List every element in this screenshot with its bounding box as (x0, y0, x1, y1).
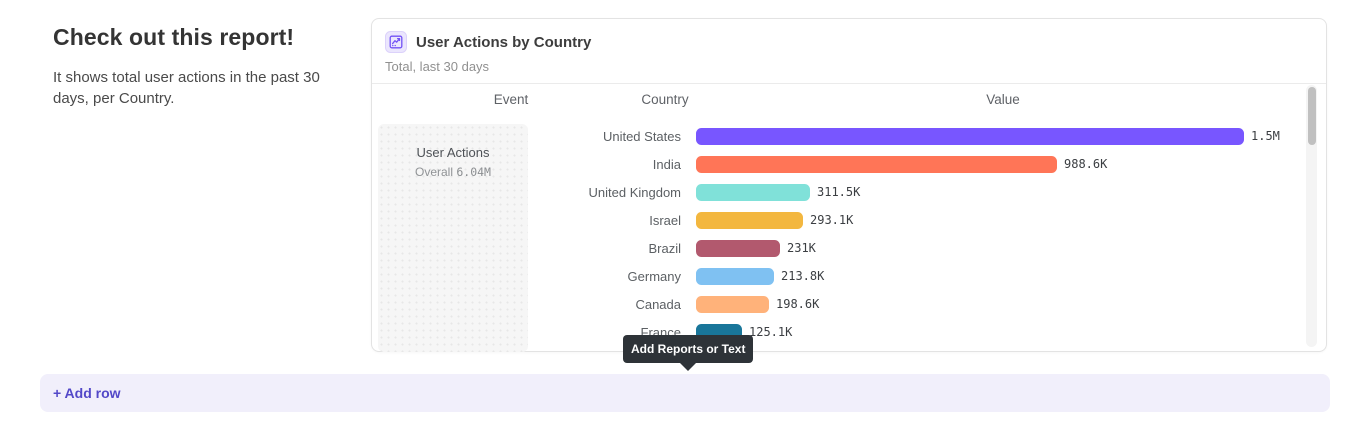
bar[interactable] (696, 267, 774, 285)
report-title: User Actions by Country (416, 33, 592, 51)
bar[interactable] (696, 183, 810, 201)
report-subtitle: Total, last 30 days (385, 59, 490, 74)
chart-row: France 125.1K (372, 318, 1326, 346)
header-divider (372, 83, 1326, 84)
tooltip-text: Add Reports or Text (631, 342, 746, 356)
value-label: 311.5K (817, 185, 861, 199)
bar-chart: United States 1.5M India 988.6K United Kingd… (372, 122, 1326, 346)
page-description: It shows total user actions in the past … (53, 69, 320, 107)
chart-row: Canada 198.6K (372, 290, 1326, 318)
insights-chart-icon (385, 31, 407, 53)
bar[interactable] (696, 239, 780, 257)
event-cell[interactable]: User Actions Overall 6.04M (378, 124, 528, 352)
value-label: 1.5M (1251, 129, 1280, 143)
page-title: Check out this report! (53, 24, 295, 50)
chart-row: Brazil 231K (372, 234, 1326, 262)
column-header-value: Value (986, 92, 1020, 107)
chart-row: United States 1.5M (372, 122, 1326, 150)
chart-row: India 988.6K (372, 150, 1326, 178)
bar[interactable] (696, 155, 1057, 173)
value-label: 125.1K (749, 325, 793, 339)
chart-row: Germany 213.8K (372, 262, 1326, 290)
country-label: Brazil (648, 240, 681, 256)
add-reports-tooltip: Add Reports or Text (623, 335, 754, 371)
event-overall-value: 6.04M (456, 165, 491, 179)
add-row-button[interactable]: + Add row (40, 374, 1330, 412)
chart-row: United Kingdom 311.5K (372, 178, 1326, 206)
scrollbar-thumb[interactable] (1307, 87, 1316, 145)
event-overall-label: Overall (415, 165, 454, 179)
report-card[interactable]: User Actions by Country Total, last 30 d… (371, 18, 1327, 352)
event-overall: Overall 6.04M (378, 165, 528, 179)
column-header-event: Event (493, 92, 529, 107)
column-header-country: Country (641, 92, 689, 107)
chart-row: Israel 293.1K (372, 206, 1326, 234)
value-label: 198.6K (776, 297, 820, 311)
intro-panel: Check out this report! It shows total us… (53, 24, 323, 109)
value-label: 988.6K (1064, 157, 1108, 171)
country-label: United States (602, 128, 681, 144)
bar[interactable] (696, 127, 1244, 145)
bar[interactable] (696, 211, 803, 229)
scrollbar-track[interactable] (1306, 85, 1317, 347)
value-label: 213.8K (781, 269, 825, 283)
value-label: 231K (787, 241, 816, 255)
country-label: United Kingdom (588, 184, 682, 200)
tooltip-caret-icon (680, 363, 697, 371)
report-card-header: User Actions by Country Total, last 30 d… (385, 31, 591, 74)
bar[interactable] (696, 295, 769, 313)
add-row-label: + Add row (53, 385, 121, 401)
country-label: Canada (635, 296, 681, 312)
country-label: India (652, 156, 681, 172)
country-label: Germany (627, 268, 681, 284)
country-label: Israel (649, 212, 681, 228)
value-label: 293.1K (810, 213, 854, 227)
event-name: User Actions (416, 145, 490, 160)
